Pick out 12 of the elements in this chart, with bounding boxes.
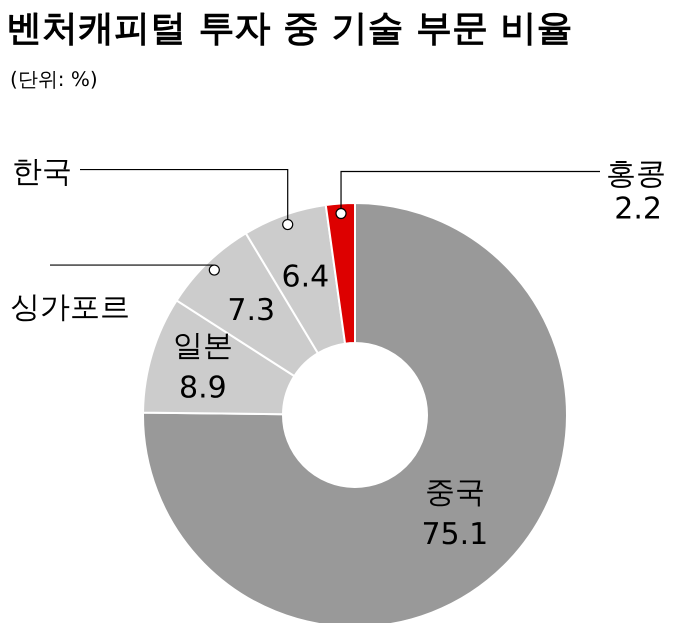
data-label: 2.2 xyxy=(614,191,662,226)
data-label: 6.4 xyxy=(282,260,330,295)
chart-subtitle: (단위: %) xyxy=(10,66,98,93)
slice-label: 홍콩 xyxy=(606,156,666,192)
slice-label: 중국 xyxy=(424,474,485,510)
data-label: 75.1 xyxy=(421,516,488,552)
data-label: 7.3 xyxy=(227,293,276,328)
slice-label: 한국 xyxy=(12,154,72,190)
slice-label: 싱가포르 xyxy=(10,290,130,326)
chart-title: 벤처캐피털 투자 중 기술 부문 비율 xyxy=(6,7,573,51)
data-label: 8.9 xyxy=(179,370,227,406)
slice-label: 일본 xyxy=(172,328,233,364)
